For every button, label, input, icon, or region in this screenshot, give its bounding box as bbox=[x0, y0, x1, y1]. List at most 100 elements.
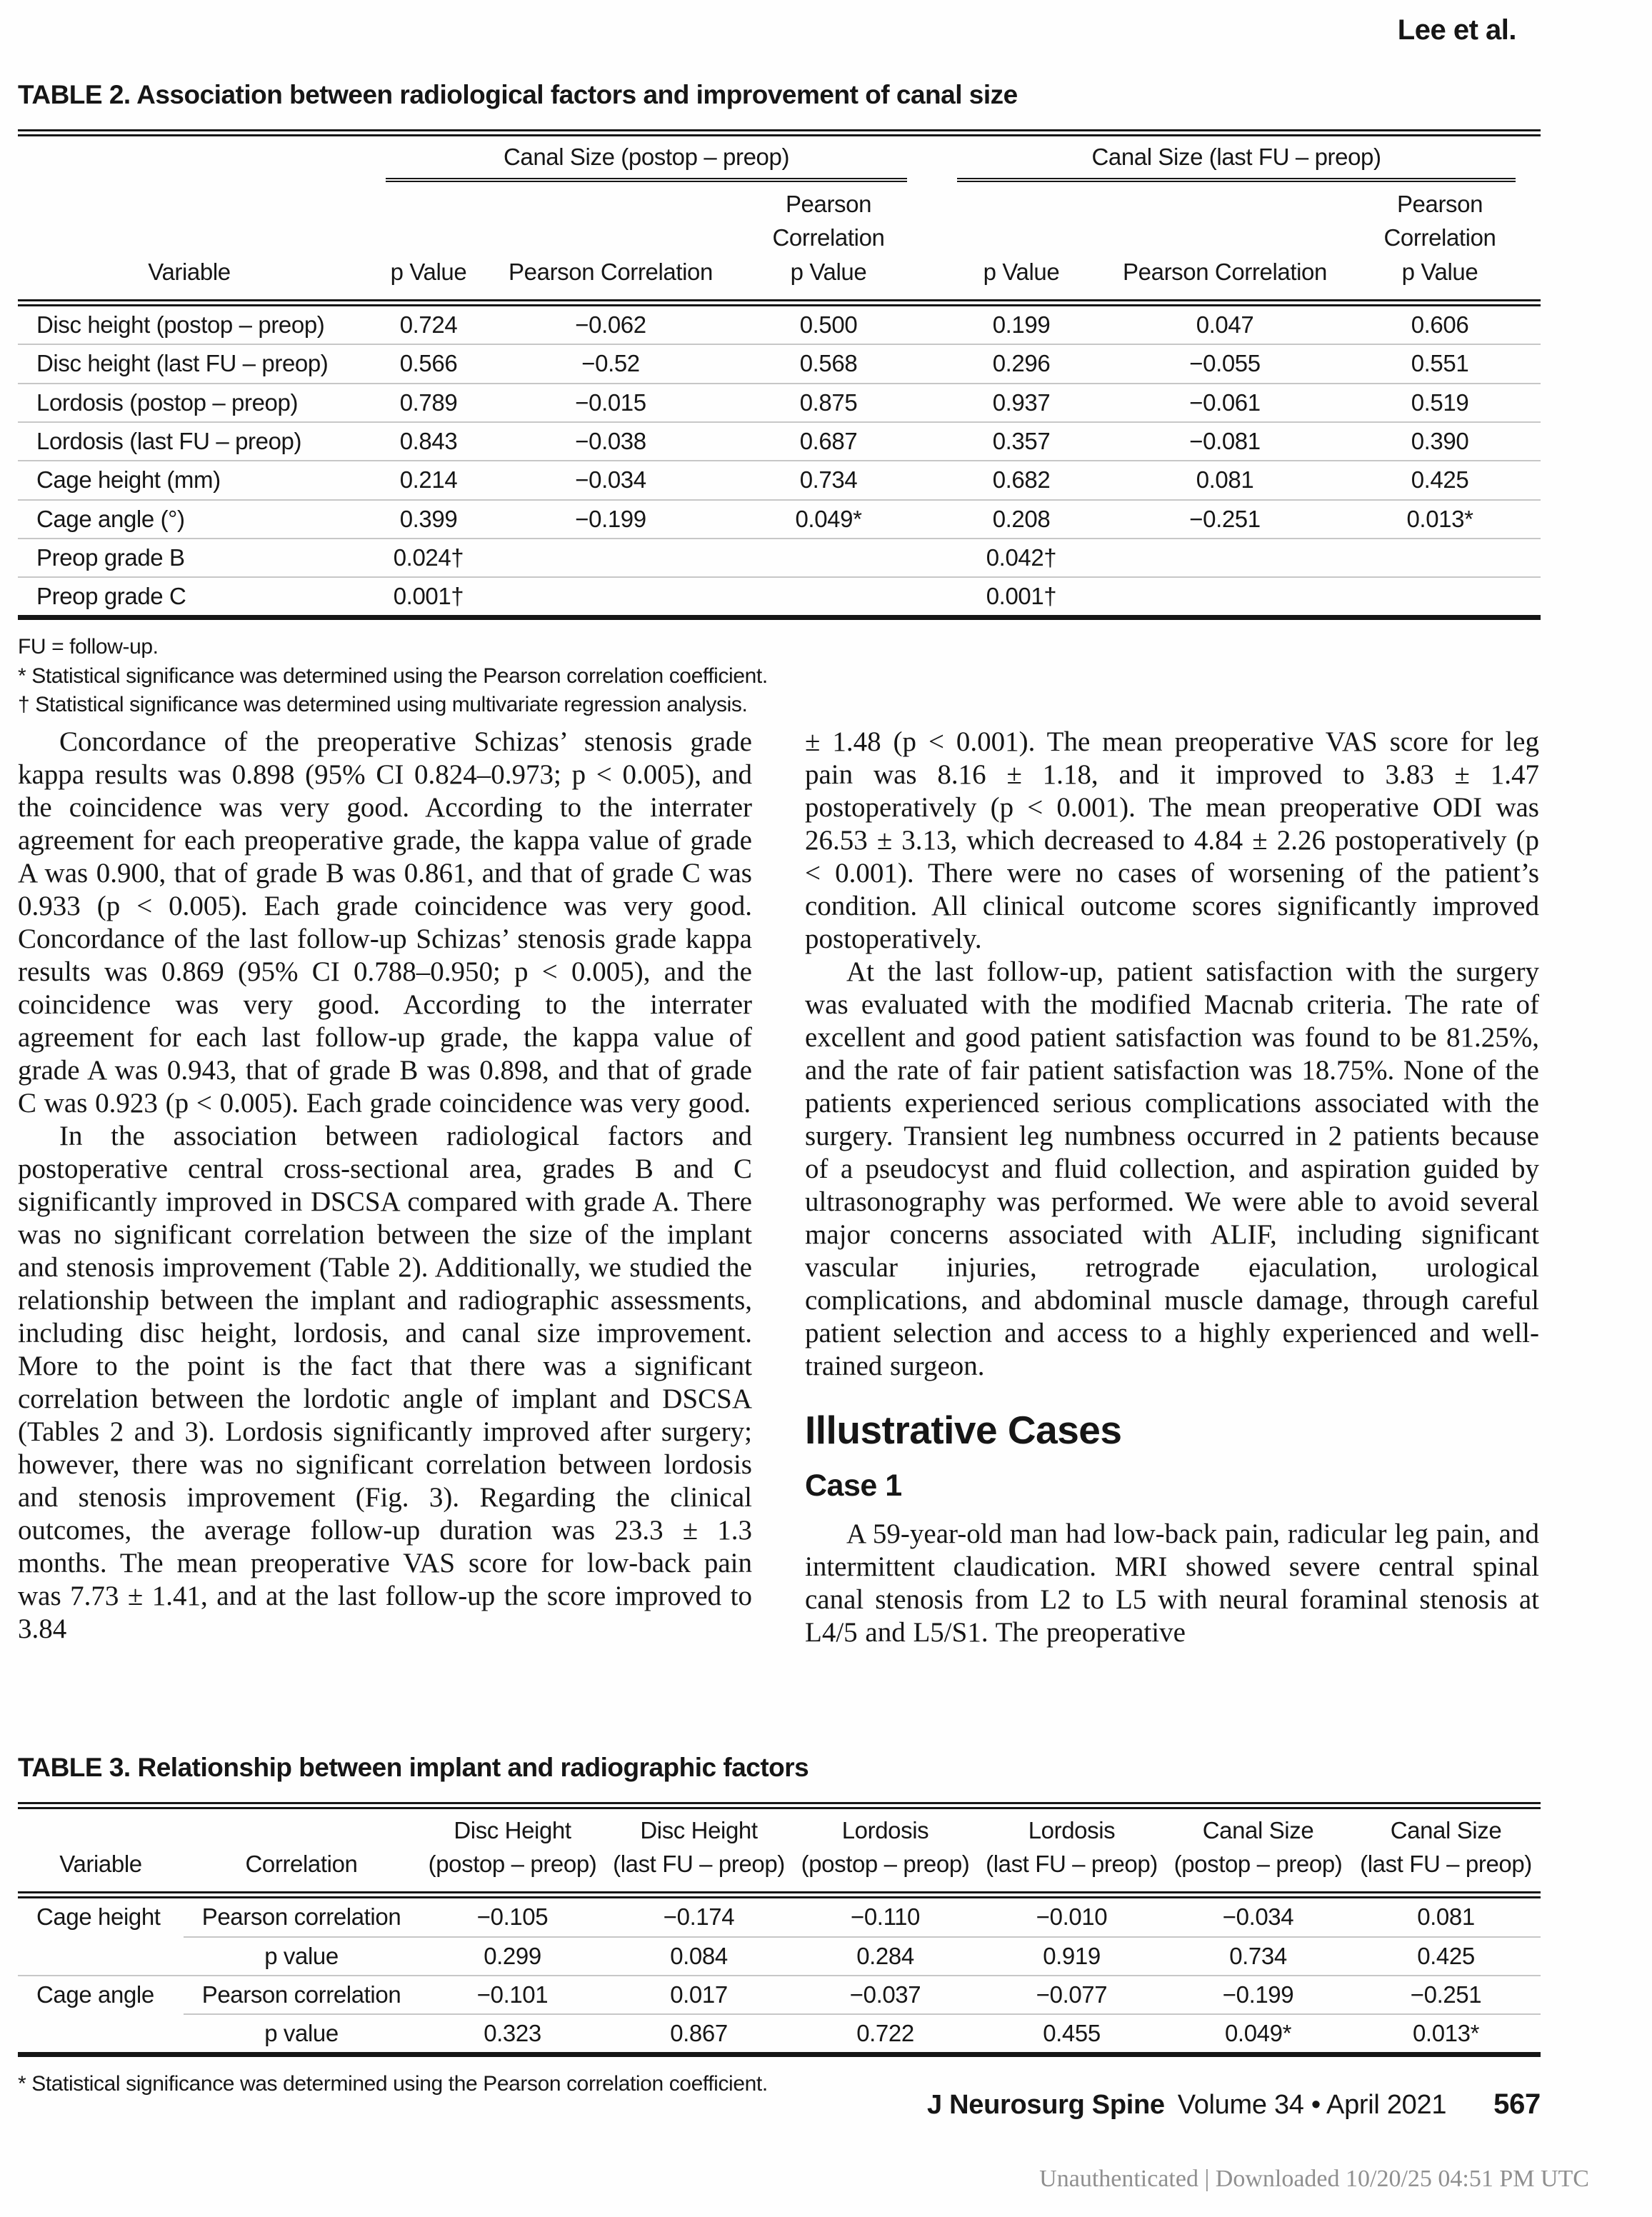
cell: 0.296 bbox=[932, 344, 1111, 384]
table2-group1-header: Canal Size (postop – preop) bbox=[361, 133, 932, 183]
cell-variable: Disc height (last FU – preop) bbox=[18, 344, 361, 384]
th-pearson-p-value: Pearson Correlation p Value bbox=[1339, 182, 1541, 307]
table2: Canal Size (postop – preop) Canal Size (… bbox=[18, 129, 1541, 621]
cell: 0.081 bbox=[1351, 1895, 1541, 1938]
cell-variable: Cage angle (°) bbox=[18, 499, 361, 539]
page-footer: J Neurosurg Spine Volume 34 • April 2021… bbox=[927, 2090, 1541, 2118]
cell: −0.037 bbox=[792, 1975, 978, 2016]
cell: 0.606 bbox=[1339, 303, 1541, 346]
cell: 0.682 bbox=[932, 461, 1111, 501]
cell: −0.034 bbox=[1165, 1895, 1351, 1938]
table2-group2-header: Canal Size (last FU – preop) bbox=[932, 133, 1541, 183]
table3: Variable Correlation Disc Height (postop… bbox=[18, 1801, 1541, 2058]
cell: 0.687 bbox=[725, 421, 932, 462]
blank-cell bbox=[18, 133, 361, 183]
th-line2: (last FU – preop) bbox=[986, 1851, 1158, 1878]
cell: 0.323 bbox=[419, 2014, 606, 2058]
th-lordosis-postop: Lordosis (postop – preop) bbox=[792, 1805, 978, 1899]
cell-variable: Cage angle bbox=[36, 1981, 154, 2008]
cell: −0.034 bbox=[496, 461, 725, 501]
cell: 0.084 bbox=[606, 1936, 792, 1976]
cell: −0.52 bbox=[496, 344, 725, 384]
cell-variable: Preop grade B bbox=[18, 538, 361, 579]
cell: −0.101 bbox=[419, 1975, 606, 2016]
case-1-heading: Case 1 bbox=[805, 1468, 902, 1503]
cell: 0.081 bbox=[1111, 461, 1339, 501]
cell: −0.077 bbox=[978, 1975, 1165, 2016]
journal-name: J Neurosurg Spine bbox=[927, 2090, 1165, 2120]
cell: −0.110 bbox=[792, 1895, 978, 1938]
table2-header-row: Variable p Value Pearson Correlation Pea… bbox=[18, 182, 1541, 307]
cell: Pearson correlation bbox=[184, 1975, 419, 2016]
cell: 0.551 bbox=[1339, 344, 1541, 384]
paragraph: At the last follow-up, patient satisfact… bbox=[805, 956, 1539, 1381]
cell: 0.455 bbox=[978, 2014, 1165, 2058]
th-p-value-line2: p Value bbox=[1401, 259, 1478, 286]
th-line2: (postop – preop) bbox=[1173, 1851, 1343, 1878]
th-line1: Lordosis bbox=[841, 1816, 929, 1843]
table3-footnotes: * Statistical significance was determine… bbox=[18, 2070, 1541, 2099]
cell-variable: Cage height bbox=[36, 1903, 161, 1931]
cell: −0.174 bbox=[606, 1895, 792, 1938]
cell: 0.734 bbox=[725, 461, 932, 501]
footnote: * Statistical significance was determine… bbox=[18, 664, 768, 688]
body-column-right: ± 1.48 (p < 0.001). The mean preoperativ… bbox=[805, 726, 1539, 1649]
cell: 0.017 bbox=[606, 1975, 792, 2016]
table-row: Lordosis (postop – preop) 0.789 −0.015 0… bbox=[18, 383, 1541, 423]
th-p-value-line2: p Value bbox=[790, 259, 867, 286]
table3-header-row: Variable Correlation Disc Height (postop… bbox=[18, 1805, 1541, 1899]
table-row: Cage angle (°) 0.399 −0.199 0.049* 0.208… bbox=[18, 499, 1541, 539]
cell: 0.013* bbox=[1339, 499, 1541, 539]
table-row: Cage angle Pearson correlation −0.101 0.… bbox=[18, 1975, 1541, 2016]
footnote: † Statistical significance was determine… bbox=[18, 693, 748, 717]
th-p-value: p Value bbox=[932, 182, 1111, 307]
cell: −0.199 bbox=[496, 499, 725, 539]
th-line2: (postop – preop) bbox=[428, 1851, 597, 1878]
th-pearson-p-value: Pearson Correlation p Value bbox=[725, 182, 932, 307]
table2-footnotes: FU = follow-up. * Statistical significan… bbox=[18, 633, 1541, 720]
cell bbox=[1111, 577, 1339, 621]
table-row: Cage height (mm) 0.214 −0.034 0.734 0.68… bbox=[18, 461, 1541, 501]
cell: 0.013* bbox=[1351, 2014, 1541, 2058]
th-line1: Disc Height bbox=[640, 1816, 758, 1843]
cell-variable: Cage height (mm) bbox=[18, 461, 361, 501]
table-row: Cage height Pearson correlation −0.105 −… bbox=[18, 1895, 1541, 1938]
footnote: * Statistical significance was determine… bbox=[18, 2072, 768, 2096]
cell: 0.399 bbox=[361, 499, 496, 539]
cell: 0.500 bbox=[725, 303, 932, 346]
table2-title: TABLE 2. Association between radiologica… bbox=[18, 80, 1018, 109]
cell bbox=[725, 538, 932, 579]
th-pearson: Pearson Correlation bbox=[1111, 182, 1339, 307]
cell: −0.251 bbox=[1111, 499, 1339, 539]
cell-variable: Disc height (postop – preop) bbox=[18, 303, 361, 346]
cell: 0.566 bbox=[361, 344, 496, 384]
cell: 0.049* bbox=[725, 499, 932, 539]
cell: 0.357 bbox=[932, 421, 1111, 462]
cell: 0.024† bbox=[361, 538, 496, 579]
cell-variable bbox=[18, 1936, 184, 1976]
th-line1: Lordosis bbox=[1028, 1816, 1116, 1843]
cell: p value bbox=[184, 2014, 419, 2058]
th-canal-size-postop: Canal Size (postop – preop) bbox=[1165, 1805, 1351, 1899]
th-pearson-line1: Pearson Correlation bbox=[772, 190, 885, 251]
body-column-left: Concordance of the preoperative Schizas’… bbox=[18, 726, 752, 1646]
table3-section: TABLE 3. Relationship between implant an… bbox=[18, 1753, 1541, 2099]
th-line2: (last FU – preop) bbox=[613, 1851, 785, 1878]
footnote: FU = follow-up. bbox=[18, 635, 159, 659]
cell: 0.875 bbox=[725, 383, 932, 423]
cell: 0.867 bbox=[606, 2014, 792, 2058]
issue-info: Volume 34 • April 2021 bbox=[1177, 2090, 1447, 2120]
cell bbox=[496, 577, 725, 621]
th-canal-size-lastfu: Canal Size (last FU – preop) bbox=[1351, 1805, 1541, 1899]
cell: 0.042† bbox=[932, 538, 1111, 579]
cell: −0.015 bbox=[496, 383, 725, 423]
cell: −0.199 bbox=[1165, 1975, 1351, 2016]
cell: 0.047 bbox=[1111, 303, 1339, 346]
cell: −0.251 bbox=[1351, 1975, 1541, 2016]
cell bbox=[496, 538, 725, 579]
table-row: Disc height (postop – preop) 0.724 −0.06… bbox=[18, 303, 1541, 346]
cell: 0.724 bbox=[361, 303, 496, 346]
cell: 0.919 bbox=[978, 1936, 1165, 1976]
th-p-value: p Value bbox=[361, 182, 496, 307]
